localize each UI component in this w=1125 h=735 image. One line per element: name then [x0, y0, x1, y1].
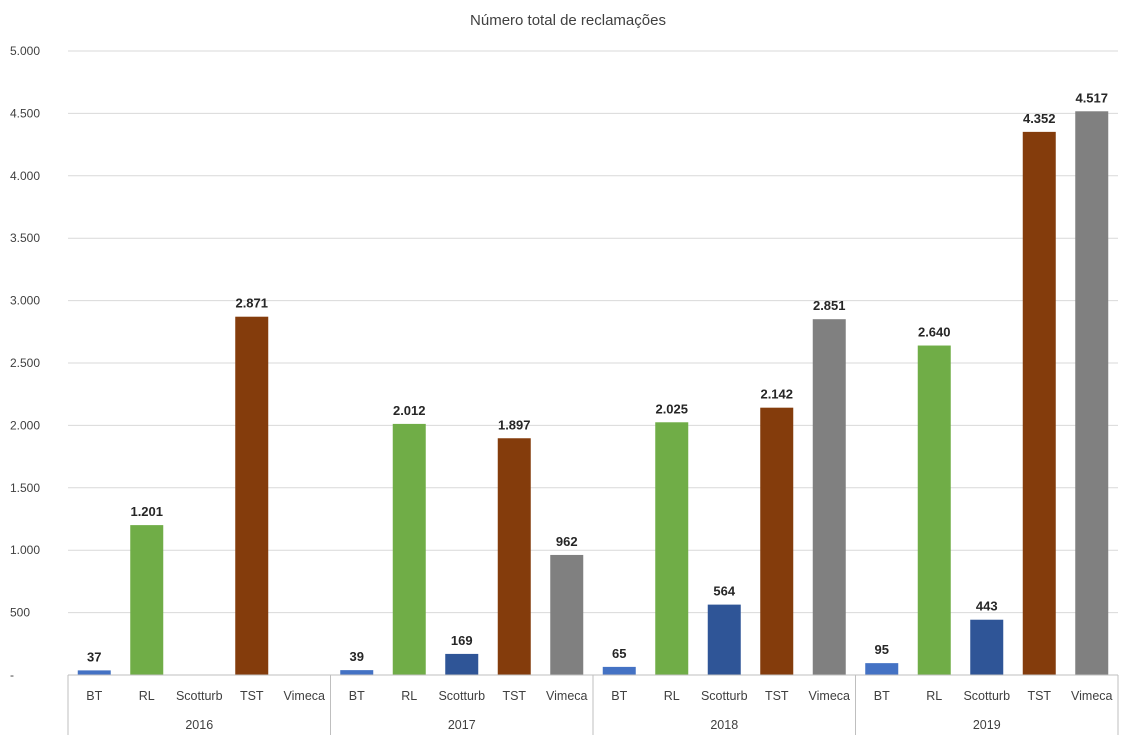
data-label: 1.201	[130, 504, 163, 519]
data-label: 169	[451, 633, 473, 648]
x-category-label: Scotturb	[438, 689, 485, 703]
bar-2019-tst	[1022, 131, 1056, 675]
bars	[77, 111, 1109, 676]
y-tick-label: 4.500	[10, 106, 40, 120]
x-category-label: RL	[401, 689, 417, 703]
x-category-label: TST	[1027, 689, 1051, 703]
bar-2017-bt	[340, 670, 374, 675]
x-category-label: Vimeca	[1071, 689, 1113, 703]
gridlines	[68, 50, 1118, 614]
bar-2017-rl	[392, 423, 426, 675]
bar-2017-scotturb	[445, 653, 479, 675]
bar-2018-vimeca	[812, 319, 846, 675]
x-group-label: 2019	[973, 718, 1001, 732]
bar-2019-rl	[917, 345, 951, 675]
bar-2018-scotturb	[707, 604, 741, 675]
x-category-label: RL	[664, 689, 680, 703]
bar-2017-vimeca	[550, 554, 584, 675]
bar-2017-tst	[497, 438, 531, 675]
x-category-label: Scotturb	[963, 689, 1010, 703]
data-label: 4.352	[1023, 111, 1056, 126]
data-label: 443	[976, 599, 998, 614]
data-label: 65	[612, 646, 626, 661]
x-group-label: 2017	[448, 718, 476, 732]
data-label: 1.897	[498, 417, 531, 432]
y-tick-label: 2.500	[10, 356, 40, 370]
bar-2016-tst	[235, 316, 269, 675]
y-tick-label: -	[10, 668, 14, 682]
y-tick-label: 500	[10, 606, 30, 620]
x-category-label: TST	[240, 689, 264, 703]
x-category-label: Vimeca	[809, 689, 851, 703]
bar-2019-vimeca	[1075, 111, 1109, 676]
bar-2019-bt	[865, 663, 899, 675]
x-category-label: BT	[349, 689, 365, 703]
data-label: 39	[350, 649, 364, 664]
y-tick-label: 4.000	[10, 169, 40, 183]
data-label: 2.025	[655, 401, 688, 416]
x-category-label: BT	[874, 689, 890, 703]
x-group-label: 2016	[185, 718, 213, 732]
x-category-label: TST	[765, 689, 789, 703]
x-category-label: BT	[86, 689, 102, 703]
data-label: 95	[875, 642, 889, 657]
y-tick-label: 5.000	[10, 44, 40, 58]
x-category-label: BT	[611, 689, 627, 703]
bar-2019-scotturb	[970, 619, 1004, 675]
bar-2018-tst	[760, 407, 794, 675]
x-axis: BT RL Scotturb TST Vimeca 2016 BT RL Scotturb TST…	[67, 674, 1119, 735]
y-axis-tick-labels: - 500 1.000 1.500 2.000 2.500 3.000 3.500 4.000 4…	[10, 44, 40, 682]
x-category-label: RL	[139, 689, 155, 703]
data-label: 2.871	[235, 296, 268, 311]
data-label: 2.142	[760, 387, 793, 402]
data-label: 2.851	[813, 298, 846, 313]
bar-2016-bt	[77, 670, 111, 675]
data-label: 37	[87, 649, 101, 664]
data-label: 2.640	[918, 325, 951, 340]
y-tick-label: 2.000	[10, 418, 40, 432]
y-tick-label: 1.000	[10, 543, 40, 557]
x-category-label: Scotturb	[176, 689, 223, 703]
y-tick-label: 1.500	[10, 481, 40, 495]
x-category-label: Vimeca	[284, 689, 326, 703]
x-category-label: RL	[926, 689, 942, 703]
chart-title: Número total de reclamações	[470, 12, 666, 29]
x-category-label: TST	[502, 689, 526, 703]
data-labels: 37 1.201 2.871 39 2.012 169 1.897 962 65 2.025 564…	[87, 90, 1108, 664]
bar-2016-rl	[130, 525, 164, 675]
data-label: 564	[713, 584, 735, 599]
x-group-label: 2018	[710, 718, 738, 732]
data-label: 962	[556, 534, 578, 549]
data-label: 4.517	[1075, 90, 1108, 105]
y-tick-label: 3.000	[10, 294, 40, 308]
x-category-label: Scotturb	[701, 689, 748, 703]
bar-2018-rl	[655, 422, 689, 675]
y-tick-label: 3.500	[10, 231, 40, 245]
bar-2018-bt	[602, 666, 636, 675]
data-label: 2.012	[393, 403, 426, 418]
x-category-label: Vimeca	[546, 689, 588, 703]
